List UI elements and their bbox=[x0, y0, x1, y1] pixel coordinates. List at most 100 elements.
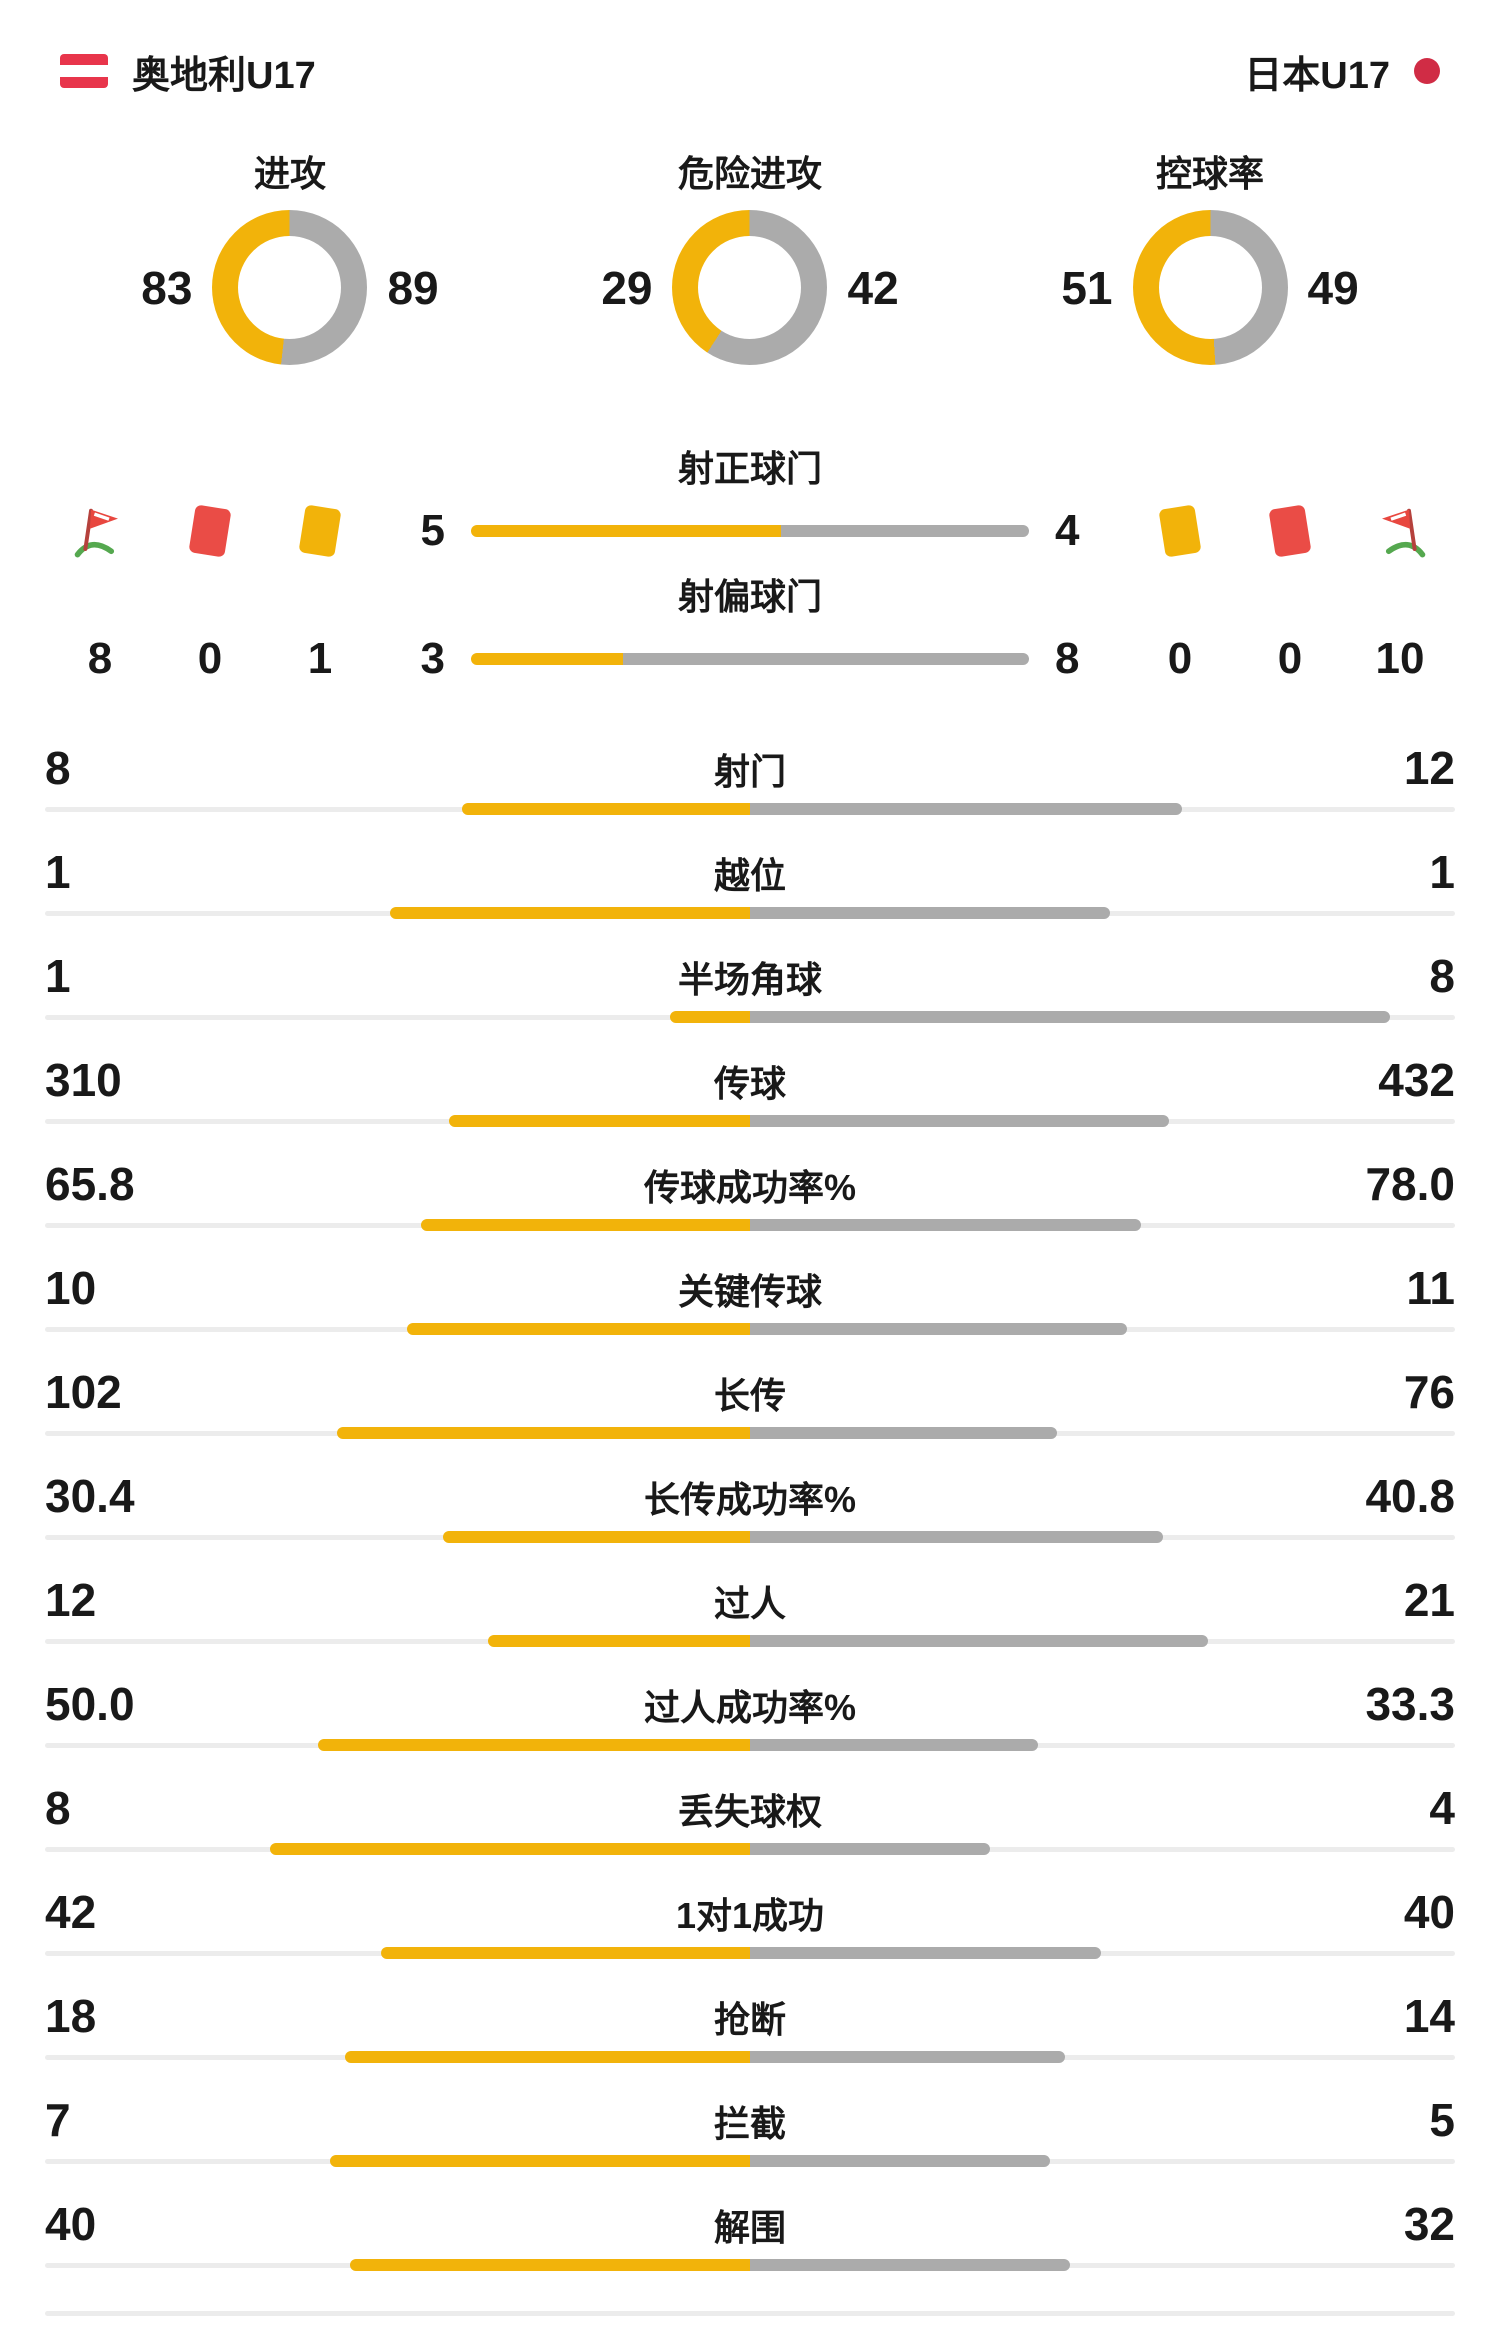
stat-bar-home-segment bbox=[337, 1427, 750, 1439]
stat-label: 半场角球 bbox=[677, 959, 822, 1000]
stat-text: 40 解围 32 bbox=[45, 2197, 1455, 2250]
stat-bar bbox=[45, 1323, 1455, 1335]
stat-bar-home-segment bbox=[420, 1219, 750, 1231]
away-team: 日本U17 bbox=[1244, 44, 1440, 99]
shots-on-target-title: 射正球门 bbox=[677, 448, 822, 489]
stat-label: 解围 bbox=[713, 2207, 786, 2248]
home-yellow-cards-value: 1 bbox=[307, 634, 333, 683]
stat-bar-home-segment bbox=[670, 1011, 750, 1023]
stat-row: 50.0 过人成功率% 33.3 bbox=[45, 1677, 1455, 1751]
home-corners-value: 8 bbox=[87, 634, 113, 683]
stat-home-value: 42 bbox=[45, 1886, 97, 1938]
stat-row: 7 拦截 5 bbox=[45, 2093, 1455, 2167]
donut-hole bbox=[698, 236, 802, 339]
stat-home-value: 8 bbox=[45, 742, 71, 794]
shots-on-target-away: 4 bbox=[1055, 506, 1080, 555]
stat-text: 18 抢断 14 bbox=[45, 1989, 1455, 2042]
stat-row: 1 半场角球 8 bbox=[45, 949, 1455, 1023]
stat-row: 40 解围 32 bbox=[45, 2197, 1455, 2271]
header: 奥地利U17 日本U17 bbox=[0, 45, 1500, 97]
away-yellow-cards-value: 0 bbox=[1167, 634, 1193, 683]
stat-bar-home-segment bbox=[488, 1635, 750, 1647]
stat-away-value: 5 bbox=[1429, 2094, 1455, 2146]
stat-away-value: 12 bbox=[1403, 742, 1455, 794]
stat-label: 关键传球 bbox=[677, 1271, 822, 1312]
stat-bar-away-segment bbox=[750, 1947, 1102, 1959]
stat-bar bbox=[45, 2155, 1455, 2167]
japan-flag-icon bbox=[1414, 58, 1440, 84]
donut-away-value: 49 bbox=[1307, 261, 1359, 314]
stat-row: 102 长传 76 bbox=[45, 1365, 1455, 1439]
stat-row: 310 传球 432 bbox=[45, 1053, 1455, 1127]
stat-label: 越位 bbox=[713, 855, 786, 896]
stat-row: 8 射门 12 bbox=[45, 741, 1455, 815]
stat-bar-away-segment bbox=[750, 2155, 1050, 2167]
shots-off-target-home: 3 bbox=[420, 634, 445, 683]
stat-bar bbox=[45, 1011, 1455, 1023]
stat-text: 10 关键传球 11 bbox=[45, 1261, 1455, 1314]
stat-bar-away-segment bbox=[750, 1115, 1170, 1127]
stat-text: 310 传球 432 bbox=[45, 1053, 1455, 1106]
home-discipline-values: 8 0 1 bbox=[45, 631, 375, 687]
stat-bar bbox=[45, 1115, 1455, 1127]
stat-label: 长传 bbox=[713, 1375, 786, 1416]
donut-possession: 控球率 51 49 bbox=[980, 152, 1440, 365]
stat-away-value: 78.0 bbox=[1365, 1158, 1455, 1210]
stat-row: 10 关键传球 11 bbox=[45, 1261, 1455, 1335]
stat-text: 8 丢失球权 4 bbox=[45, 1781, 1455, 1834]
donut-dangerous-attacks: 危险进攻 29 42 bbox=[520, 152, 980, 365]
donut-chart bbox=[1132, 210, 1288, 365]
stat-bar bbox=[45, 2051, 1455, 2063]
shots-off-target-home-segment bbox=[471, 653, 624, 665]
stat-away-value: 432 bbox=[1378, 1054, 1455, 1106]
stat-home-value: 1 bbox=[45, 950, 71, 1002]
stats-list: 8 射门 12 1 越位 1 1 半场角球 8 310 传球 432 65.8 传球成功率% 78.0 10 关… bbox=[0, 741, 1500, 2271]
stat-away-value: 40 bbox=[1403, 1886, 1455, 1938]
shot-bars-column: 射正球门 5 4 射偏球门 3 8 bbox=[375, 445, 1125, 701]
stat-bar bbox=[45, 1427, 1455, 1439]
stat-bar-away-segment bbox=[750, 803, 1182, 815]
stat-home-value: 18 bbox=[45, 1990, 97, 2042]
stat-home-value: 65.8 bbox=[45, 1158, 135, 1210]
stat-bar-home-segment bbox=[350, 2259, 750, 2271]
stat-away-value: 32 bbox=[1403, 2198, 1455, 2250]
stat-bar-away-segment bbox=[750, 1739, 1038, 1751]
stat-home-value: 1 bbox=[45, 846, 71, 898]
stat-bar bbox=[45, 803, 1455, 815]
shots-on-target-home-segment bbox=[471, 525, 781, 537]
donut-title: 危险进攻 bbox=[677, 153, 822, 194]
stat-away-value: 40.8 bbox=[1365, 1470, 1455, 1522]
shots-on-target-bar bbox=[471, 525, 1029, 537]
stat-home-value: 50.0 bbox=[45, 1678, 135, 1730]
donut-title: 进攻 bbox=[253, 153, 326, 194]
stat-text: 1 越位 1 bbox=[45, 845, 1455, 898]
stat-bar-home-segment bbox=[317, 1739, 750, 1751]
stat-text: 8 射门 12 bbox=[45, 741, 1455, 794]
stat-row: 65.8 传球成功率% 78.0 bbox=[45, 1157, 1455, 1231]
shots-off-target-title: 射偏球门 bbox=[677, 576, 822, 617]
donut-away-value: 89 bbox=[387, 261, 439, 314]
stat-row: 18 抢断 14 bbox=[45, 1989, 1455, 2063]
shots-on-target-away-segment bbox=[781, 525, 1029, 537]
stat-home-value: 310 bbox=[45, 1054, 122, 1106]
stat-bar-away-segment bbox=[750, 1427, 1058, 1439]
next-row-track bbox=[45, 2311, 1455, 2316]
donut-home-value: 29 bbox=[601, 261, 653, 314]
stat-bar-away-segment bbox=[750, 1531, 1163, 1543]
stat-bar-away-segment bbox=[750, 1219, 1141, 1231]
stat-text: 50.0 过人成功率% 33.3 bbox=[45, 1677, 1455, 1730]
stat-label: 1对1成功 bbox=[675, 1895, 825, 1936]
stat-bar-home-segment bbox=[330, 2155, 750, 2167]
shots-off-target-row: 3 8 bbox=[375, 631, 1125, 687]
donut-away-value: 42 bbox=[847, 261, 899, 314]
donut-charts-row: 进攻 83 89 危险进攻 29 42 控球率 51 49 bbox=[0, 152, 1500, 365]
stat-home-value: 40 bbox=[45, 2198, 97, 2250]
stat-bar-away-segment bbox=[750, 1323, 1128, 1335]
donut-chart bbox=[672, 210, 828, 365]
stat-label: 传球成功率% bbox=[643, 1167, 856, 1208]
stat-label: 丢失球权 bbox=[677, 1791, 822, 1832]
donut-chart bbox=[212, 210, 368, 365]
stat-home-value: 12 bbox=[45, 1574, 97, 1626]
corner-flag-icon bbox=[45, 503, 155, 559]
